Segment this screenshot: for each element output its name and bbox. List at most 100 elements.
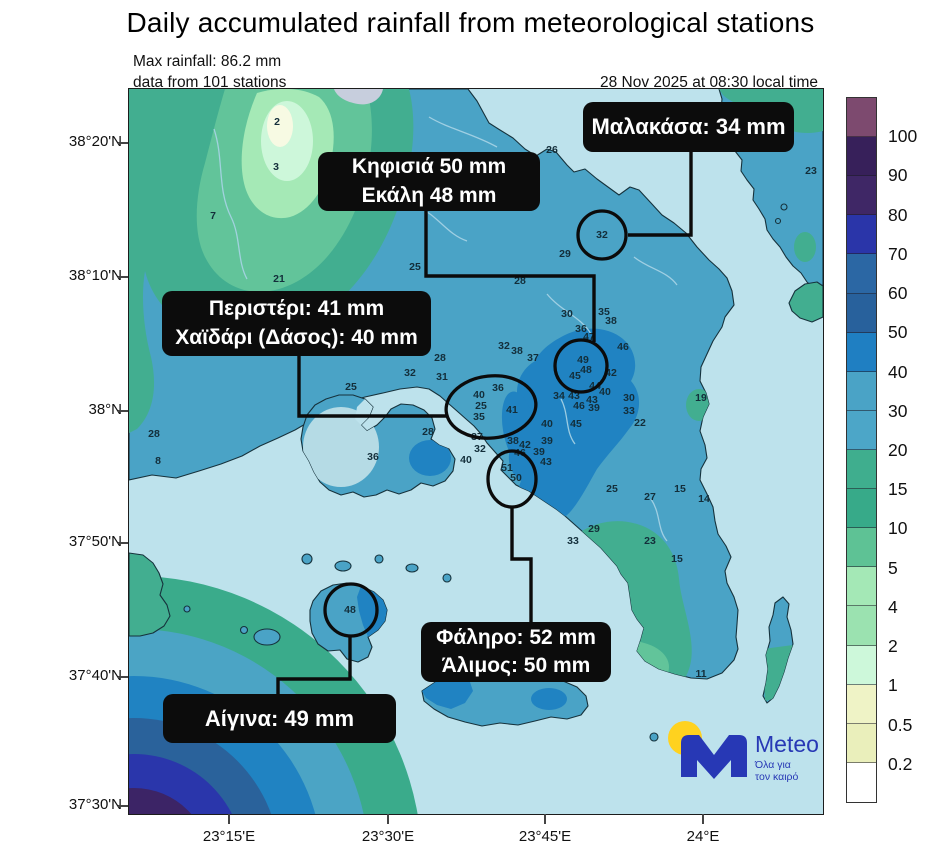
station-value: 49 <box>577 354 589 366</box>
colorbar-segment <box>847 449 876 490</box>
colorbar-tick-label: 50 <box>888 322 908 343</box>
station-value: 40 <box>541 418 553 430</box>
colorbar-segment <box>847 254 876 294</box>
colorbar-tick-label: 1 <box>888 675 898 696</box>
kifisia-leader <box>424 211 596 342</box>
colorbar-tick-label: 15 <box>888 479 908 500</box>
station-value: 28 <box>514 275 526 287</box>
station-value: 25 <box>475 400 487 412</box>
logo-m-icon <box>681 735 747 779</box>
max-rainfall-note: Max rainfall: 86.2 mm <box>133 53 282 70</box>
station-value: 43 <box>568 390 580 402</box>
station-value: 29 <box>588 523 600 535</box>
lat-tick <box>118 542 128 544</box>
station-value: 34 <box>553 390 565 402</box>
station-value: 48 <box>344 604 356 616</box>
station-value: 31 <box>436 371 448 383</box>
station-value: 41 <box>506 404 518 416</box>
logo-tagline-1: Όλα για <box>754 759 791 771</box>
callout-kifisia-line1: Κηφισιά 50 mm <box>351 155 507 179</box>
station-value: 48 <box>580 364 592 376</box>
leader-lines <box>276 152 693 694</box>
lat-tick <box>118 805 128 807</box>
callout-faliro-line1: Φάληρο: 52 mm <box>436 625 596 649</box>
station-value: 3 <box>273 161 279 173</box>
aegina-leader <box>276 636 352 694</box>
lon-label: 23°15'E <box>202 828 256 845</box>
faliro-leader <box>510 507 533 622</box>
colorbar-tick-label: 10 <box>888 518 908 539</box>
station-value: 29 <box>559 248 571 260</box>
station-value: 43 <box>540 456 552 468</box>
colorbar-segment <box>847 606 876 646</box>
colorbar-tick-label: 100 <box>888 126 918 147</box>
lat-label: 38°N <box>88 401 122 418</box>
station-value: 32 <box>596 229 608 241</box>
lon-label: 24°E <box>686 828 720 845</box>
colorbar-tick-label: 5 <box>888 557 898 578</box>
station-value: 30 <box>623 392 635 404</box>
colorbar-segment <box>847 137 876 177</box>
colorbar-tick-label: 70 <box>888 243 908 264</box>
colorbar-segment <box>847 176 876 216</box>
lon-tick <box>387 814 389 824</box>
colorbar-tick-label: 80 <box>888 204 908 225</box>
colorbar-tick-label: 4 <box>888 596 898 617</box>
station-value: 39 <box>588 402 600 414</box>
station-value: 46 <box>617 341 629 353</box>
callout-malakasa-text: Μαλακάσα: 34 mm <box>591 114 786 140</box>
lat-tick <box>118 142 128 144</box>
station-value: 25 <box>345 381 357 393</box>
callout-peristeri-line2: Χαϊδάρι (Δάσος): 40 mm <box>175 325 418 349</box>
station-value: 50 <box>510 472 522 484</box>
station-value: 32 <box>474 443 486 455</box>
station-value: 37 <box>527 352 539 364</box>
colorbar-segment <box>847 723 876 763</box>
lat-label: 37°30'N <box>68 796 122 813</box>
lat-label: 38°20'N <box>68 133 122 150</box>
station-value: 39 <box>541 435 553 447</box>
station-value: 23 <box>805 165 817 177</box>
station-value: 33 <box>623 405 635 417</box>
lat-label: 37°50'N <box>68 533 122 550</box>
callout-malakasa: Μαλακάσα: 34 mm <box>583 102 794 152</box>
colorbar-segment <box>847 762 876 802</box>
colorbar-segment <box>847 98 876 138</box>
lon-tick <box>228 814 230 824</box>
station-value: 40 <box>460 454 472 466</box>
station-value: 35 <box>598 306 610 318</box>
lat-tick <box>118 410 128 412</box>
peristeri-leader <box>297 356 448 418</box>
station-value: 33 <box>567 535 579 547</box>
colorbar-segment <box>847 567 876 607</box>
colorbar-segment <box>847 215 876 255</box>
colorbar-segment <box>847 684 876 724</box>
colorbar-segment <box>847 293 876 333</box>
lat-tick <box>118 676 128 678</box>
station-value: 38 <box>507 435 519 447</box>
station-value: 15 <box>671 553 683 565</box>
station-value: 46 <box>573 400 585 412</box>
station-value: 39 <box>533 446 545 458</box>
lat-label: 38°10'N <box>68 267 122 284</box>
page-title: Daily accumulated rainfall from meteorol… <box>126 7 815 38</box>
malakasa-ring <box>576 209 628 261</box>
station-value: 38 <box>511 345 523 357</box>
station-value: 51 <box>501 462 513 474</box>
malakasa-leader <box>628 152 693 237</box>
colorbar-segment <box>847 410 876 450</box>
station-value: 25 <box>409 261 421 273</box>
station-value: 30 <box>561 308 573 320</box>
station-value: 32 <box>498 340 510 352</box>
station-value: 19 <box>695 392 707 404</box>
station-value: 11 <box>695 668 706 680</box>
station-value: 28 <box>422 426 434 438</box>
station-value: 28 <box>148 428 160 440</box>
station-value: 42 <box>519 439 531 451</box>
callout-peristeri-line1: Περιστέρι: 41 mm <box>208 297 385 321</box>
station-value: 36 <box>575 323 587 335</box>
datetime-label: 28 Nov 2025 at 08:30 local time <box>600 74 818 91</box>
station-value: 38 <box>605 315 617 327</box>
station-value: 15 <box>674 483 686 495</box>
